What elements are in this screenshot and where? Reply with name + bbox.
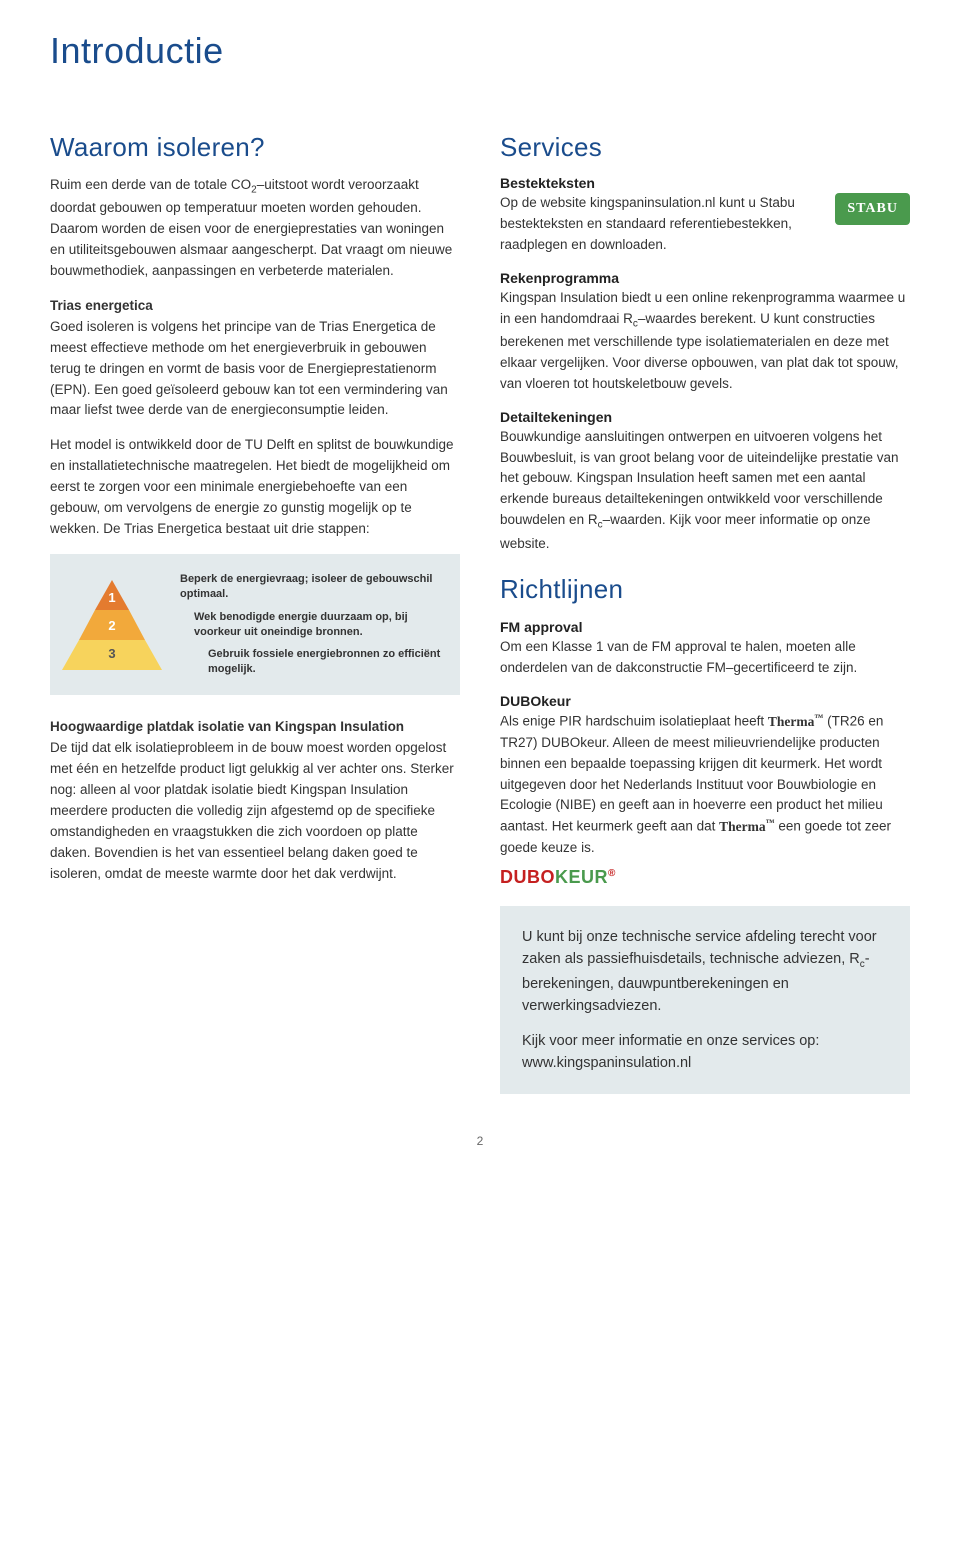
fm-approval-text: Om een Klasse 1 van de FM approval te ha… bbox=[500, 637, 910, 679]
page-number: 2 bbox=[50, 1134, 910, 1148]
triangle-step-2: Wek benodigde energie duurzaam op, bij v… bbox=[180, 610, 444, 640]
two-column-layout: Waarom isoleren? Ruim een derde van de t… bbox=[50, 132, 910, 1094]
triangle-step-1: Beperk de energievraag; isoleer de gebou… bbox=[180, 572, 444, 602]
rekenprogramma-text: Kingspan Insulation biedt u een online r… bbox=[500, 288, 910, 395]
infobox-paragraph-1: U kunt bij onze technische service afdel… bbox=[522, 926, 888, 1018]
heading-waarom-isoleren: Waarom isoleren? bbox=[50, 132, 460, 163]
tu-delft-paragraph: Het model is ontwikkeld door de TU Delft… bbox=[50, 435, 460, 540]
trias-paragraph: Trias energetica Goed isoleren is volgen… bbox=[50, 296, 460, 422]
trias-energetica-diagram: 1 2 3 Beperk de energievraag; isoleer de… bbox=[50, 554, 460, 695]
page-title: Introductie bbox=[50, 30, 910, 72]
subheading-bestekteksten: Bestekteksten bbox=[500, 175, 910, 191]
left-column: Waarom isoleren? Ruim een derde van de t… bbox=[50, 132, 460, 1094]
dubokeur-logo-part2: KEUR bbox=[555, 867, 608, 887]
heading-richtlijnen: Richtlijnen bbox=[500, 574, 910, 605]
text: Ruim een derde van de totale CO bbox=[50, 177, 251, 192]
therma-brand: Therma™ bbox=[768, 714, 824, 729]
triangle-level-3: 3 bbox=[104, 646, 120, 661]
triangle-pyramid: 1 2 3 bbox=[62, 580, 162, 670]
intro-paragraph-1: Ruim een derde van de totale CO2–uitstoo… bbox=[50, 175, 460, 282]
therma-brand: Therma™ bbox=[719, 819, 775, 834]
text: Goed isoleren is volgens het principe va… bbox=[50, 319, 448, 418]
right-column: Services Bestekteksten Op de website kin… bbox=[500, 132, 910, 1094]
bestekteksten-row: Op de website kingspaninsulation.nl kunt… bbox=[500, 193, 910, 256]
triangle-step-3: Gebruik fossiele energiebronnen zo effic… bbox=[180, 647, 444, 677]
text: Als enige PIR hardschuim isolatieplaat h… bbox=[500, 714, 768, 729]
triangle-steps-list: Beperk de energievraag; isoleer de gebou… bbox=[180, 572, 444, 677]
subheading-dubokeur: DUBOkeur bbox=[500, 693, 910, 709]
subheading-fm-approval: FM approval bbox=[500, 619, 910, 635]
infobox-paragraph-2: Kijk voor meer informatie en onze servic… bbox=[522, 1030, 888, 1075]
text: (TR26 en TR27) DUBOkeur. Alleen de meest… bbox=[500, 714, 883, 834]
stabu-badge: STABU bbox=[835, 193, 910, 225]
hoogwaardige-heading: Hoogwaardige platdak isolatie van Kingsp… bbox=[50, 719, 404, 734]
text: De tijd dat elk isolatieprobleem in de b… bbox=[50, 740, 454, 881]
dubokeur-logo: DUBOKEUR® bbox=[500, 867, 910, 888]
registered-icon: ® bbox=[608, 868, 616, 879]
hoogwaardige-paragraph: Hoogwaardige platdak isolatie van Kingsp… bbox=[50, 717, 460, 884]
subheading-detailtekeningen: Detailtekeningen bbox=[500, 409, 910, 425]
triangle-level-1: 1 bbox=[104, 590, 120, 605]
bestekteksten-text: Op de website kingspaninsulation.nl kunt… bbox=[500, 193, 821, 256]
technical-service-infobox: U kunt bij onze technische service afdel… bbox=[500, 906, 910, 1095]
detailtekeningen-text: Bouwkundige aansluitingen ontwerpen en u… bbox=[500, 427, 910, 555]
heading-services: Services bbox=[500, 132, 910, 163]
triangle-level-2: 2 bbox=[104, 618, 120, 633]
subheading-rekenprogramma: Rekenprogramma bbox=[500, 270, 910, 286]
dubokeur-text: Als enige PIR hardschuim isolatieplaat h… bbox=[500, 711, 910, 858]
text: U kunt bij onze technische service afdel… bbox=[522, 929, 877, 967]
dubokeur-logo-part1: DUBO bbox=[500, 867, 555, 887]
trias-heading-inline: Trias energetica bbox=[50, 298, 153, 313]
